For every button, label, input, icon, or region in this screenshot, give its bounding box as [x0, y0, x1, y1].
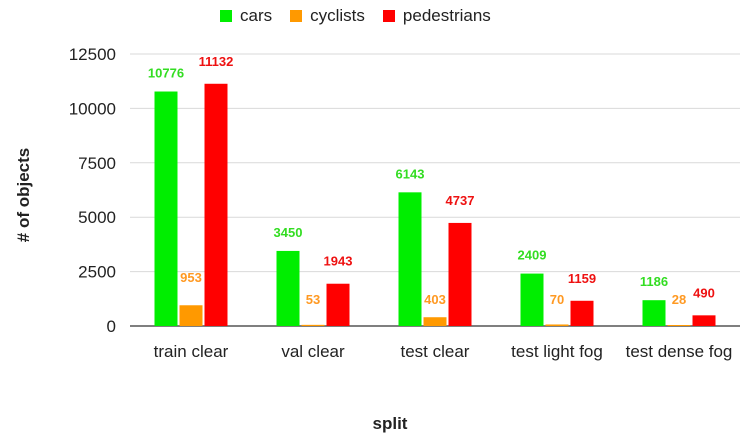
data-label-test-dense-fog-pedestrians: 490 [693, 285, 715, 300]
bar-val-clear-cyclists [301, 324, 325, 326]
data-label-test-light-fog-pedestrians: 1159 [568, 271, 596, 286]
y-tick-label-10000: 10000 [69, 99, 116, 118]
bar-val-clear-cars [276, 250, 300, 326]
legend-item-cyclists: cyclists [290, 6, 365, 26]
data-label-val-clear-cyclists: 53 [306, 292, 320, 307]
data-label-test-clear-cyclists: 403 [424, 292, 446, 307]
legend-swatch-pedestrians [382, 10, 395, 22]
data-label-test-light-fog-cyclists: 70 [550, 292, 564, 307]
bar-test-dense-fog-cyclists [667, 325, 691, 326]
bar-test-light-fog-cars [520, 273, 544, 326]
x-tick-label-test-clear: test clear [401, 342, 470, 361]
legend-item-pedestrians: pedestrians [382, 6, 491, 26]
bar-test-clear-cyclists [423, 317, 447, 326]
bar-train-clear-cyclists [179, 305, 203, 326]
bar-test-clear-cars [398, 192, 422, 326]
bar-test-dense-fog-pedestrians [692, 315, 716, 326]
bar-val-clear-pedestrians [326, 283, 350, 326]
bar-test-light-fog-cyclists [545, 324, 569, 326]
y-tick-label-5000: 5000 [78, 208, 116, 227]
data-label-test-dense-fog-cyclists: 28 [672, 292, 686, 307]
bar-test-dense-fog-cars [642, 300, 666, 326]
y-tick-label-12500: 12500 [69, 45, 116, 64]
data-label-train-clear-cars: 10776 [148, 66, 184, 81]
legend-item-cars: cars [220, 6, 272, 26]
x-tick-label-train-clear: train clear [154, 342, 229, 361]
data-label-train-clear-cyclists: 953 [180, 270, 202, 285]
x-tick-label-test-light-fog: test light fog [511, 342, 603, 361]
x-tick-label-val-clear: val clear [281, 342, 345, 361]
y-tick-label-2500: 2500 [78, 263, 116, 282]
x-tick-label-test-dense-fog: test dense fog [626, 342, 733, 361]
legend-swatch-cars [220, 10, 232, 22]
data-label-val-clear-cars: 3450 [274, 225, 303, 240]
data-label-test-dense-fog-cars: 1186 [640, 274, 668, 289]
legend-label-cars: cars [240, 6, 273, 25]
bar-train-clear-pedestrians [204, 83, 228, 327]
y-tick-label-0: 0 [107, 317, 116, 336]
data-label-test-light-fog-cars: 2409 [518, 248, 547, 263]
data-label-test-clear-cars: 6143 [396, 166, 425, 181]
y-tick-label-7500: 7500 [78, 154, 116, 173]
legend-swatch-cyclists [290, 10, 303, 22]
data-label-test-clear-pedestrians: 4737 [446, 193, 475, 208]
legend: cars cyclists pedestrians [220, 6, 509, 26]
bar-test-light-fog-pedestrians [570, 300, 594, 326]
bar-test-clear-pedestrians [448, 222, 472, 326]
data-label-val-clear-pedestrians: 1943 [324, 254, 353, 269]
x-axis-title: split [372, 414, 408, 433]
legend-label-cyclists: cyclists [310, 6, 365, 25]
legend-label-pedestrians: pedestrians [402, 6, 491, 25]
bar-train-clear-cars [154, 91, 178, 326]
data-label-train-clear-pedestrians: 11132 [199, 54, 234, 69]
